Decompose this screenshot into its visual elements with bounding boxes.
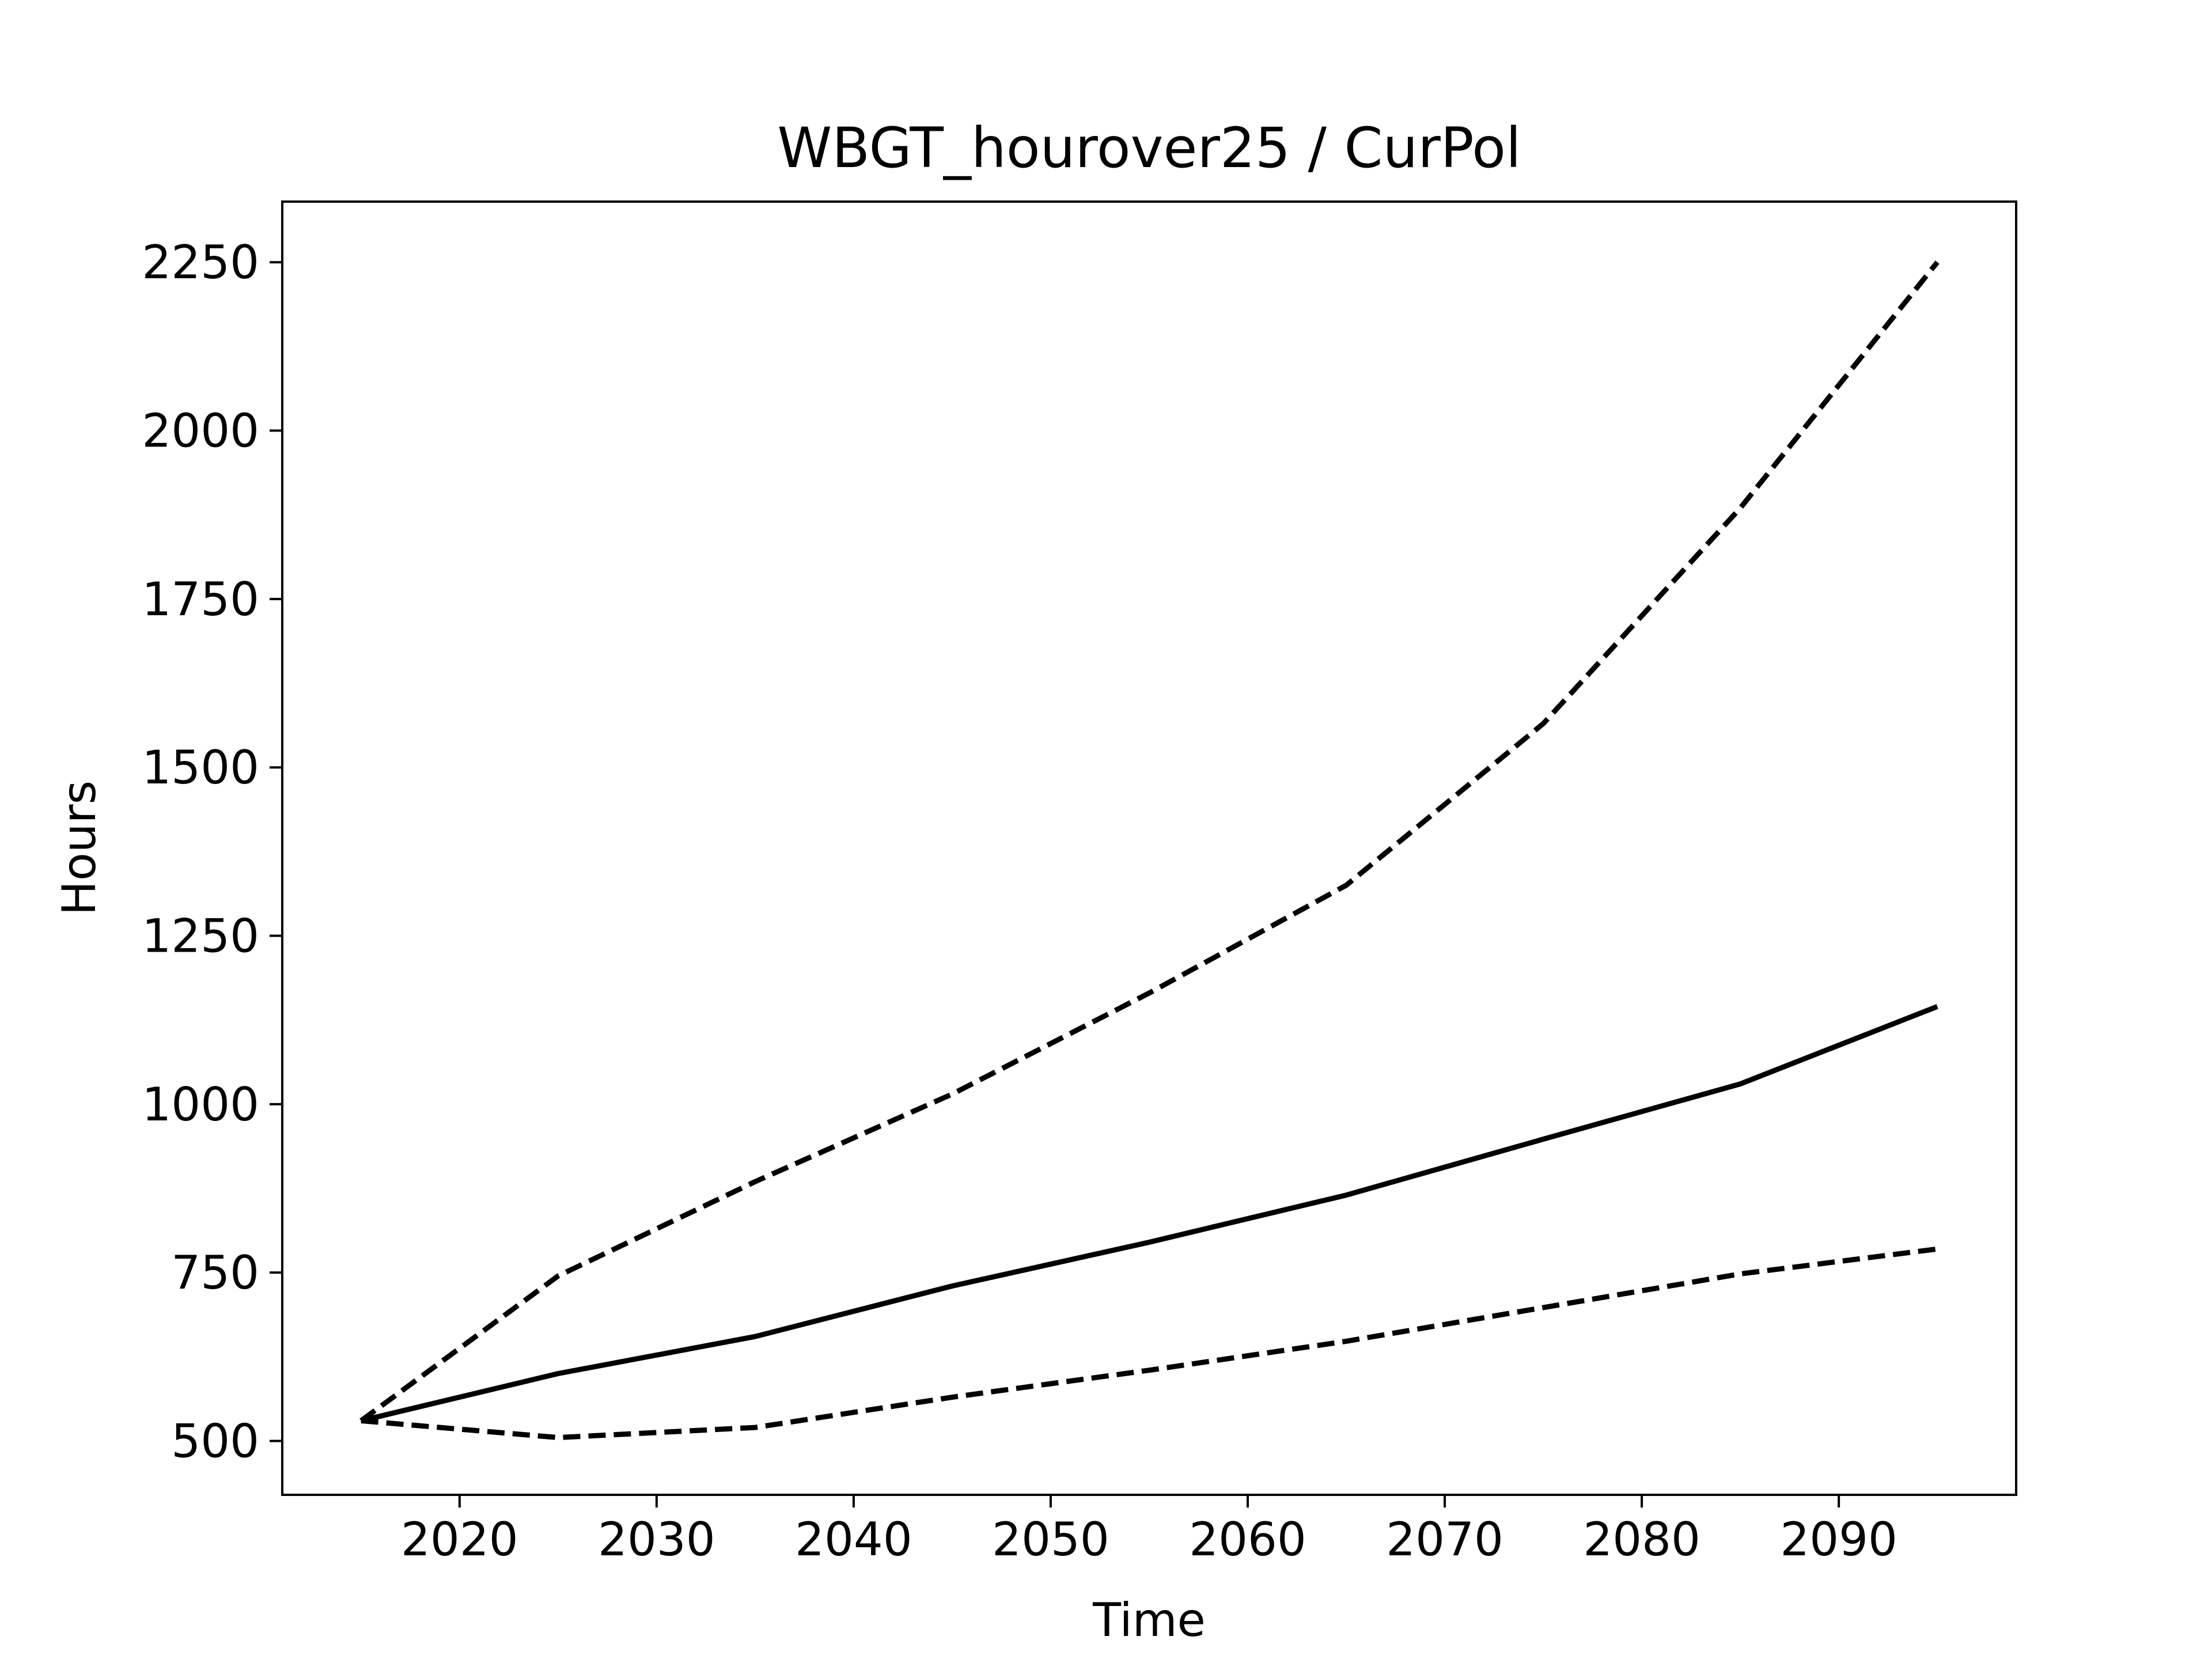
chart-title: WBGT_hourover25 / CurPol xyxy=(777,116,1521,180)
x-tick-label: 2040 xyxy=(795,1513,912,1566)
x-tick-label: 2080 xyxy=(1583,1513,1700,1566)
x-tick-label: 2070 xyxy=(1386,1513,1503,1566)
y-tick-label: 1250 xyxy=(142,910,259,963)
y-tick-label: 500 xyxy=(171,1414,259,1468)
series-line-2 xyxy=(359,260,1940,1423)
y-tick-label: 2000 xyxy=(142,404,259,458)
plot-frame xyxy=(281,200,2017,1496)
series-layer xyxy=(359,260,1940,1441)
y-tick-label: 1000 xyxy=(142,1078,259,1131)
y-tick-label: 2250 xyxy=(142,236,259,289)
x-tick-label: 2050 xyxy=(992,1513,1109,1566)
x-tick-label: 2030 xyxy=(598,1513,715,1566)
ticks-layer: 2020 2030 2040 2050 2060 2070 2080 2090 500 750 10… xyxy=(142,236,1897,1566)
x-tick-label: 2090 xyxy=(1780,1513,1897,1566)
x-axis-label: Time xyxy=(1092,1593,1206,1647)
series-line-3 xyxy=(361,1246,1938,1441)
y-tick-label: 1500 xyxy=(142,741,259,794)
x-tick-label: 2060 xyxy=(1189,1513,1306,1566)
x-tick-label: 2020 xyxy=(401,1513,518,1566)
series-line-1 xyxy=(360,1004,1938,1423)
y-tick-label: 750 xyxy=(171,1246,259,1300)
y-axis-label: Hours xyxy=(52,781,106,915)
y-tick-label: 1750 xyxy=(142,573,259,626)
